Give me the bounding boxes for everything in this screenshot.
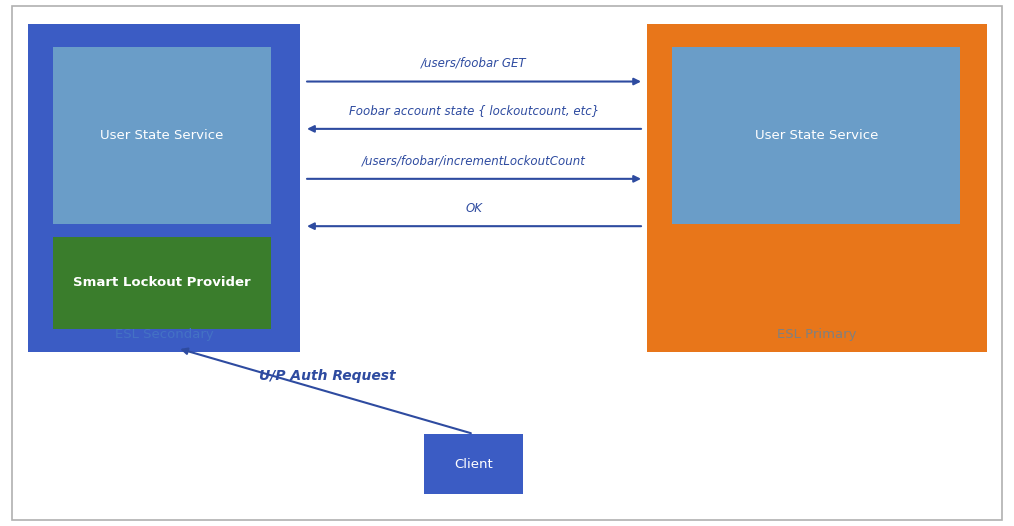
FancyBboxPatch shape — [424, 434, 523, 494]
Text: User State Service: User State Service — [754, 129, 878, 142]
Text: ESL Primary: ESL Primary — [777, 328, 857, 340]
Text: Client: Client — [454, 458, 493, 471]
Text: Smart Lockout Provider: Smart Lockout Provider — [73, 276, 250, 289]
Text: Foobar account state { lockoutcount, etc}: Foobar account state { lockoutcount, etc… — [349, 104, 599, 117]
Text: User State Service: User State Service — [100, 129, 223, 142]
Text: ESL Secondary: ESL Secondary — [115, 328, 214, 340]
FancyBboxPatch shape — [28, 24, 300, 352]
Text: /users/foobar GET: /users/foobar GET — [421, 57, 527, 70]
Text: OK: OK — [465, 201, 483, 215]
FancyBboxPatch shape — [53, 47, 271, 224]
Text: /users/foobar/incrementLockoutCount: /users/foobar/incrementLockoutCount — [362, 154, 586, 167]
FancyBboxPatch shape — [672, 47, 960, 224]
FancyBboxPatch shape — [647, 24, 987, 352]
Text: U/P Auth Request: U/P Auth Request — [259, 369, 395, 383]
FancyBboxPatch shape — [53, 237, 271, 329]
